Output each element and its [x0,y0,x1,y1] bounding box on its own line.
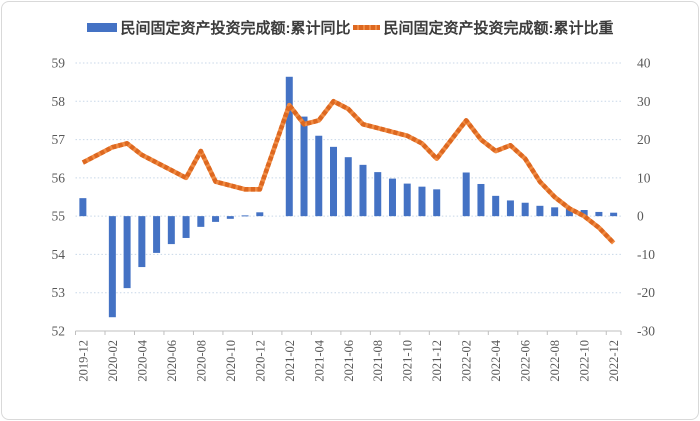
bar-2021-11 [418,186,426,217]
x-axis-tick-label: 2021-08 [371,340,385,382]
x-axis-tick-label: 2021-10 [401,340,415,382]
right-axis-tick-label: -10 [637,247,655,262]
bar-2021-05 [330,146,338,217]
bar-2021-10 [403,183,411,217]
dashed-line-swatch-icon [352,25,380,30]
bar-2022-11 [595,211,603,217]
bar-2022-12 [610,212,618,217]
bar-2022-08 [551,207,559,217]
bar-2020-08 [197,216,205,227]
x-axis-tick-label: 2020-04 [135,339,149,381]
bar-2021-09 [388,178,396,217]
left-axis-tick-label: 54 [52,247,66,262]
left-axis-tick-label: 57 [52,132,66,147]
bar-2021-07 [359,164,367,217]
x-axis-tick-label: 2020-02 [106,340,120,382]
bar-2022-07 [536,205,544,217]
bar-2020-05 [153,216,161,253]
bar-2020-04 [138,216,146,268]
bar-2020-10 [226,216,234,219]
bar-2022-05 [506,200,514,217]
bar-2021-03 [300,116,308,217]
bar-swatch-icon [86,23,117,32]
x-axis-tick-label: 2020-12 [253,340,267,382]
right-axis-tick-label: 30 [637,94,651,109]
bar-2020-09 [212,216,220,222]
bar-2020-12 [256,212,264,217]
legend-item-yoy: 民间固定资产投资完成额:累计同比 [86,17,351,38]
right-axis-tick-label: 20 [637,132,651,147]
x-axis-tick-label: 2022-02 [460,340,474,382]
x-axis-tick-label: 2020-06 [165,340,179,382]
bar-2021-08 [374,172,382,217]
x-axis-tick-label: 2021-04 [312,339,326,381]
legend-item-share: 民间固定资产投资完成额:累计比重 [352,17,614,38]
left-axis-tick-label: 52 [52,324,66,339]
x-axis-tick-label: 2020-10 [224,340,238,382]
x-axis-tick-label: 2020-08 [194,340,208,382]
chart-legend: 民间固定资产投资完成额:累计同比 民间固定资产投资完成额:累计比重 [2,17,698,38]
bar-2022-10 [580,210,588,217]
bar-2022-02 [462,172,470,217]
bar-2021-02 [285,76,293,217]
x-axis-tick-label: 2021-02 [283,340,297,382]
share-line-dashes [81,98,616,245]
x-axis-tick-label: 2021-12 [430,340,444,382]
bar-2020-06 [167,216,175,245]
bar-2021-04 [315,135,323,217]
left-axis-tick-label: 58 [52,94,66,109]
bar-2022-03 [477,183,485,217]
x-axis-tick-label: 2022-10 [578,340,592,382]
x-axis-tick-label: 2019-12 [76,340,90,382]
bar-2019-12 [79,198,87,217]
left-axis-tick-label: 55 [52,209,66,224]
bar-2020-11 [241,215,249,217]
right-axis-tick-label: 10 [637,170,651,185]
x-axis-tick-label: 2022-08 [548,340,562,382]
left-axis-tick-label: 59 [52,56,66,71]
bar-2021-06 [344,157,352,217]
bar-2022-06 [521,202,529,217]
legend-label: 民间固定资产投资完成额:累计比重 [383,20,614,37]
bar-2021-12 [433,189,441,217]
x-axis-tick-label: 2022-12 [607,340,621,382]
x-axis-tick-label: 2022-04 [489,339,503,381]
right-axis-tick-label: 0 [637,209,644,224]
bar-2020-03 [123,216,131,289]
right-axis-tick-label: 40 [637,56,651,71]
bar-2022-04 [492,195,500,217]
legend-label: 民间固定资产投资完成额:累计同比 [120,20,351,37]
x-axis-tick-label: 2021-06 [342,340,356,382]
left-axis-tick-label: 53 [52,285,66,300]
x-axis-tick-label: 2022-06 [519,340,533,382]
bar-2020-02 [108,216,116,318]
bar-2020-07 [182,216,190,238]
right-axis-tick-label: -30 [637,324,655,339]
left-axis-tick-label: 56 [52,170,66,185]
bar-2022-09 [565,208,573,217]
right-axis-tick-label: -20 [637,285,655,300]
